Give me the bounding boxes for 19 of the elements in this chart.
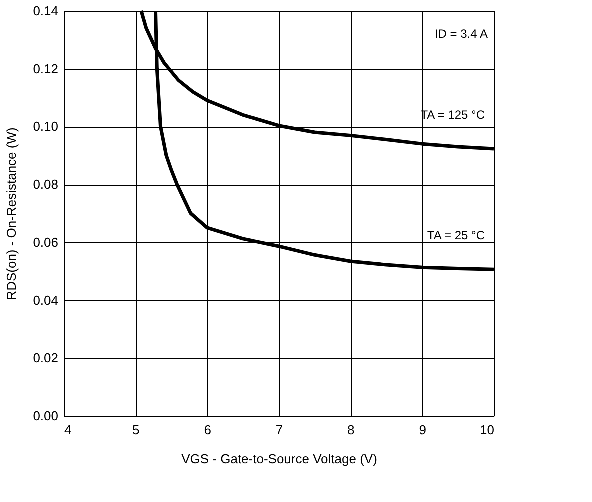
x-tick-label: 4 xyxy=(64,422,72,438)
y-tick-label: 0.00 xyxy=(33,408,58,424)
y-tick-label: 0.10 xyxy=(33,119,58,134)
x-axis-title: VGS - Gate-to-Source Voltage (V) xyxy=(182,452,378,466)
x-tick-label: 6 xyxy=(204,422,212,438)
x-tick-label: 5 xyxy=(132,422,140,438)
x-tick-label: 10 xyxy=(480,422,494,438)
y-tick-label: 0.12 xyxy=(33,61,58,76)
annotation: ID = 3.4 A xyxy=(434,27,488,41)
y-tick-label: 0.02 xyxy=(33,350,58,366)
x-tick-label: 8 xyxy=(348,422,355,438)
y-axis-title: RDS(on) - On-Resistance (W) xyxy=(4,128,20,300)
y-tick-label: 0.06 xyxy=(33,234,58,250)
text: TA = 25 °C xyxy=(427,228,486,243)
x-tick-label: 7 xyxy=(276,422,284,438)
y-tick-label: 0.04 xyxy=(33,292,58,308)
y-tick-label: 0.08 xyxy=(33,177,58,192)
y-tick-label: 0.14 xyxy=(33,4,58,18)
x-tick-label: 9 xyxy=(419,422,426,438)
